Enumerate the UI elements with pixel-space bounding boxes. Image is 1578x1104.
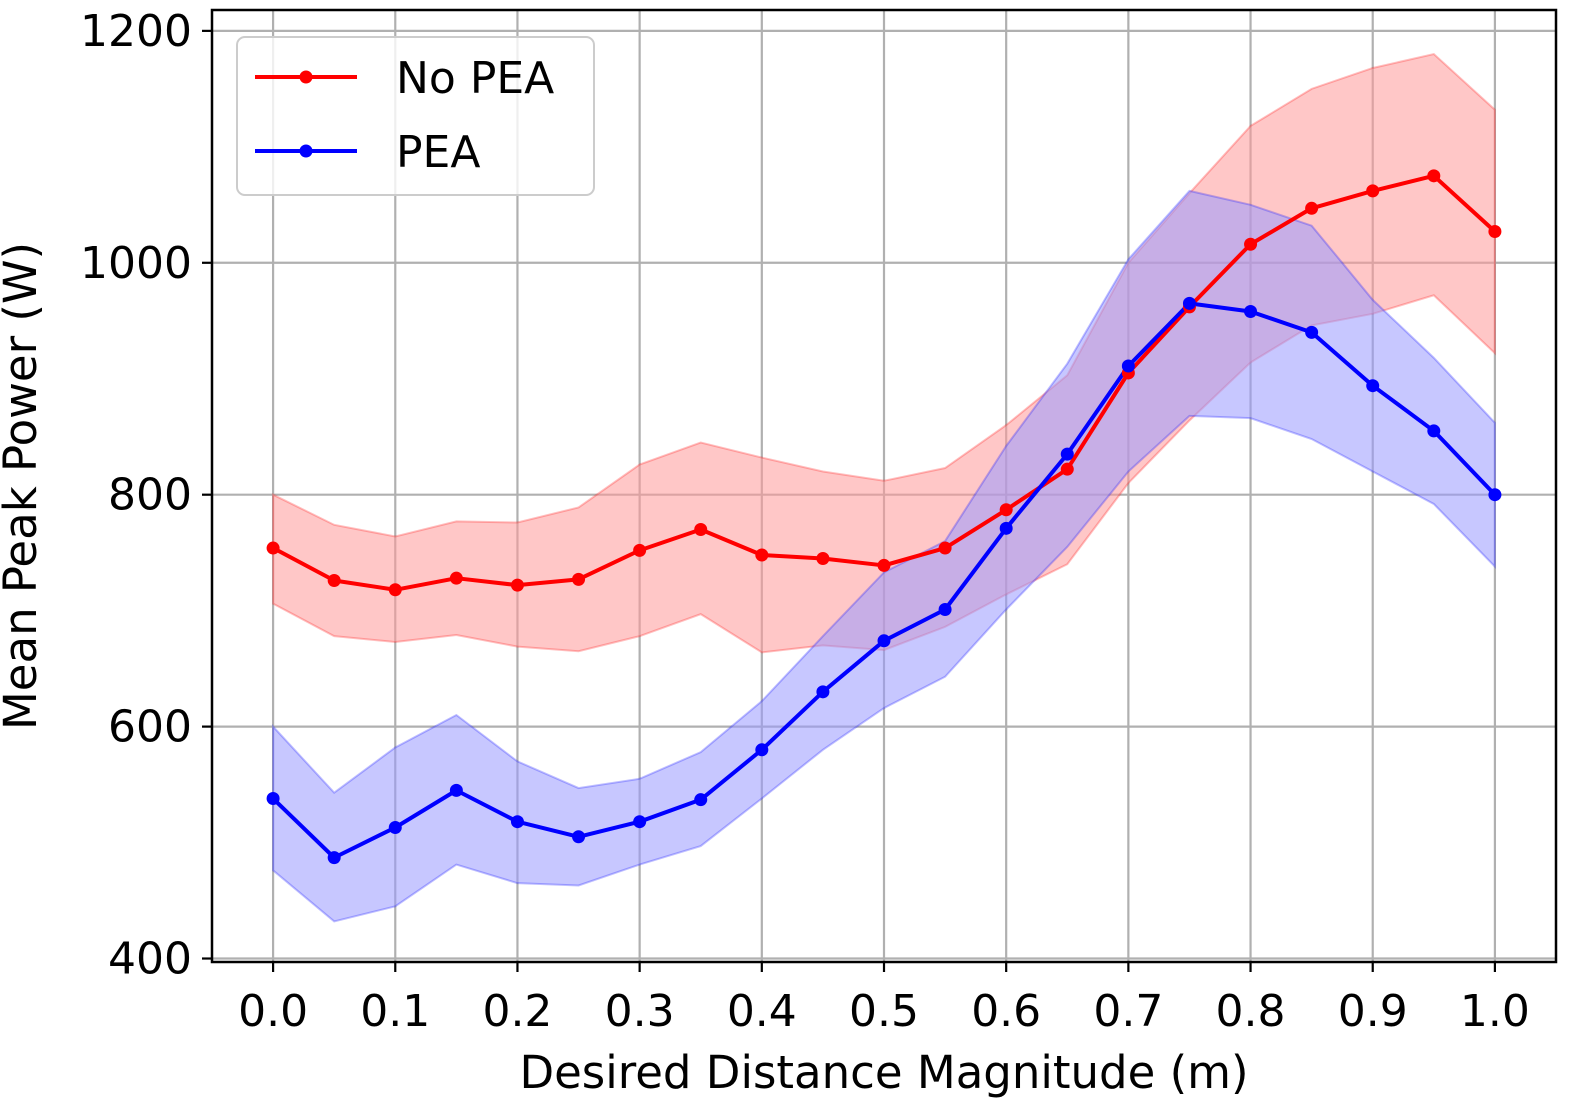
y-tick-label: 800 [108,470,192,521]
pea-point [510,815,524,829]
pea-point [388,820,402,834]
pea-point [694,793,708,807]
x-tick-label: 0.5 [849,986,919,1037]
x-tick-label: 0.8 [1216,986,1286,1037]
pea-point [938,602,952,616]
no-pea-point [266,541,280,555]
pea-point [755,743,769,757]
legend-pea-marker [299,144,313,158]
y-tick-label: 1000 [80,238,192,289]
pea-band [272,189,1496,923]
axis-ticks: 0.0 0.1 0.2 0.3 0.4 0.5 0.6 0.7 0.8 0.9 1.0 400 600 8… [80,6,1530,1037]
no-pea-point [1488,224,1502,238]
legend-pea-label: PEA [396,127,480,178]
pea-point [877,634,891,648]
legend-no-pea-marker [299,70,313,84]
x-tick-label: 0.2 [482,986,552,1037]
pea-point [816,685,830,699]
pea-point [633,815,647,829]
x-tick-label: 0.1 [360,986,430,1037]
no-pea-point [1305,201,1319,215]
pea-point [1488,488,1502,502]
pea-point [1366,379,1380,393]
x-tick-label: 0.0 [238,986,308,1037]
x-tick-label: 0.4 [727,986,797,1037]
x-tick-label: 0.9 [1338,986,1408,1037]
series-markers [266,169,1502,865]
no-pea-point [694,522,708,536]
no-pea-point [999,503,1013,517]
x-tick-label: 1.0 [1460,986,1530,1037]
no-pea-point [633,543,647,557]
pea-point [449,783,463,797]
legend-no-pea-label: No PEA [396,53,554,104]
x-tick-label: 0.7 [1093,986,1163,1037]
pea-point [1121,359,1135,373]
no-pea-point [510,578,524,592]
x-axis-label: Desired Distance Magnitude (m) [519,1046,1248,1099]
no-pea-point [572,572,586,586]
pea-point [1182,296,1196,310]
pea-point [572,830,586,844]
y-tick-label: 400 [108,934,192,985]
pea-point [266,792,280,806]
no-pea-point [1366,184,1380,198]
no-pea-point [755,548,769,562]
no-pea-point [449,571,463,585]
pea-point [999,521,1013,535]
no-pea-point [938,541,952,555]
y-tick-label: 1200 [80,6,192,57]
no-pea-point [388,583,402,597]
no-pea-point [877,558,891,572]
no-pea-point [1060,462,1074,476]
no-pea-point [327,574,341,588]
no-pea-point [816,551,830,565]
confidence-bands [272,52,1496,923]
pea-point [1427,424,1441,438]
x-tick-label: 0.6 [971,986,1041,1037]
no-pea-point [1427,169,1441,183]
pea-point [327,851,341,865]
y-tick-label: 600 [108,702,192,753]
x-tick-label: 0.3 [605,986,675,1037]
no-pea-point [1244,237,1258,251]
legend: No PEA PEA [236,36,595,196]
pea-point [1060,447,1074,461]
pea-point [1305,325,1319,339]
pea-point [1244,304,1258,318]
y-axis-label: Mean Peak Power (W) [0,242,47,730]
